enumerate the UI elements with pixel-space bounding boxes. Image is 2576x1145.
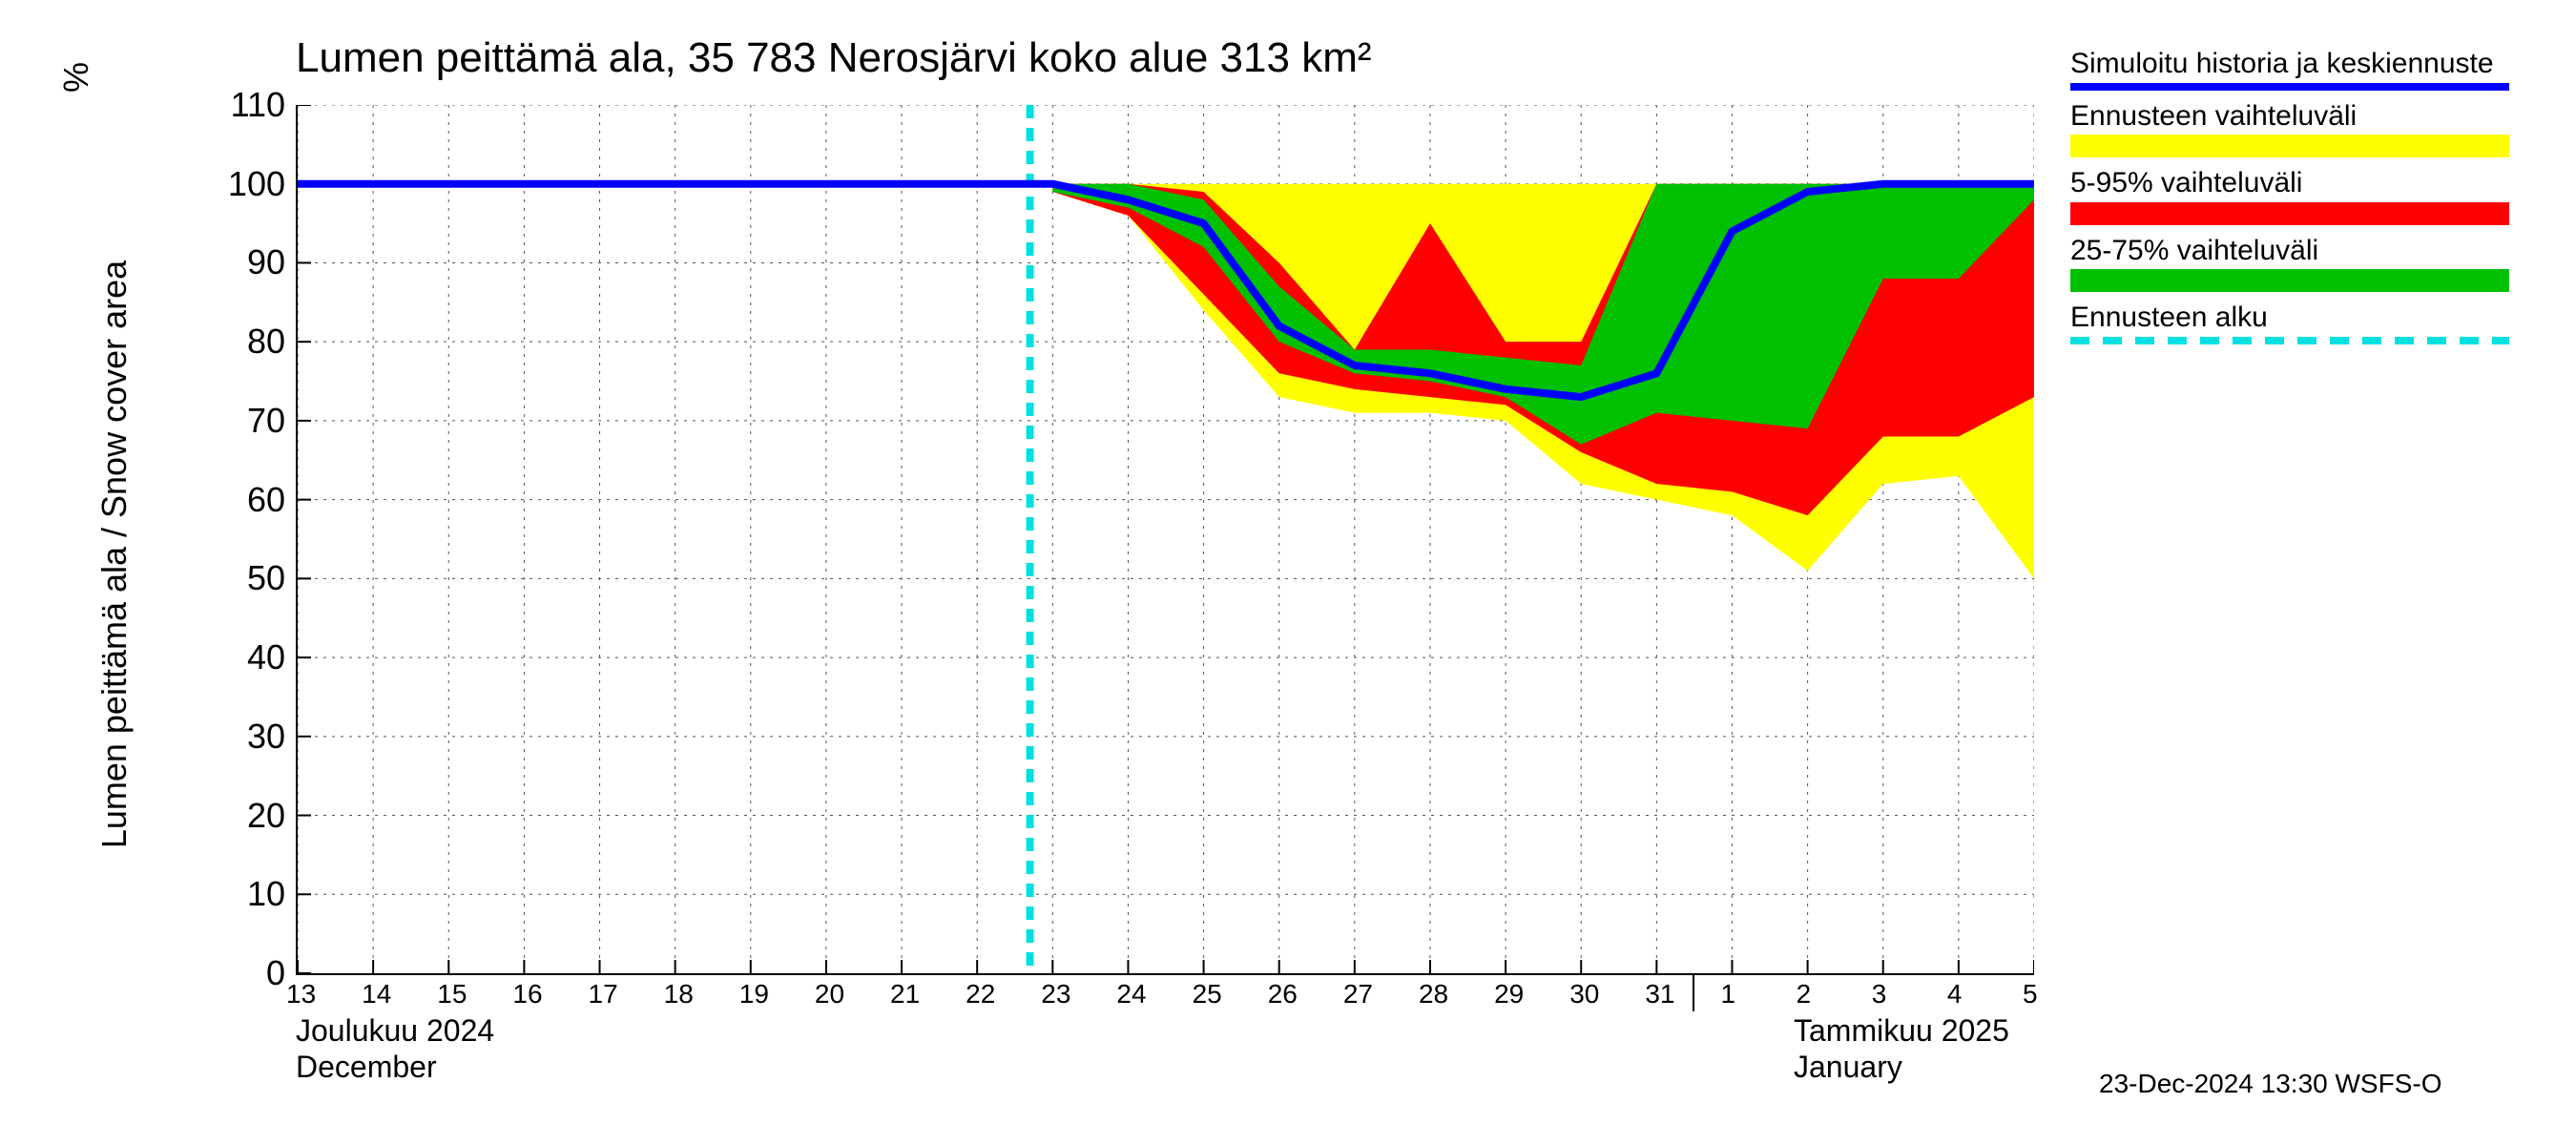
x-tick-21: 21 (890, 979, 920, 1010)
y-tick-20: 20 (9, 796, 285, 836)
y-tick-110: 110 (9, 85, 285, 125)
legend-swatch-cyan (2070, 337, 2509, 344)
x-tick-17: 17 (589, 979, 618, 1010)
x-tick-20: 20 (815, 979, 844, 1010)
footer-timestamp: 23-Dec-2024 13:30 WSFS-O (2099, 1069, 2442, 1099)
legend: Simuloitu historia ja keskiennuste Ennus… (2070, 48, 2547, 354)
y-tick-80: 80 (9, 322, 285, 362)
legend-item-sim: Simuloitu historia ja keskiennuste (2070, 48, 2547, 91)
y-tick-0: 0 (9, 953, 285, 993)
x-tick-31: 31 (1645, 979, 1674, 1010)
y-tick-30: 30 (9, 717, 285, 757)
legend-swatch-blue (2070, 83, 2509, 91)
x-tick-26: 26 (1268, 979, 1298, 1010)
x-tick-4: 4 (1947, 979, 1963, 1010)
x-tick-16: 16 (512, 979, 542, 1010)
legend-swatch-green (2070, 269, 2509, 292)
x-tick-1: 1 (1720, 979, 1735, 1010)
y-tick-90: 90 (9, 242, 285, 282)
y-tick-60: 60 (9, 480, 285, 520)
x-tick-15: 15 (437, 979, 467, 1010)
legend-label-full: Ennusteen vaihteluväli (2070, 100, 2547, 134)
legend-label-start: Ennusteen alku (2070, 302, 2547, 335)
x-tick-22: 22 (966, 979, 995, 1010)
month-separator (1693, 973, 1694, 1011)
month-jan-fi: Tammikuu 2025 (1794, 1013, 2009, 1049)
x-tick-30: 30 (1569, 979, 1599, 1010)
month-jan-en: January (1794, 1050, 1902, 1085)
month-dec-fi: Joulukuu 2024 (296, 1013, 494, 1049)
y-tick-100: 100 (9, 164, 285, 204)
y-tick-labels: 0102030405060708090100110 (0, 105, 286, 973)
x-tick-25: 25 (1193, 979, 1222, 1010)
legend-item-p90: 5-95% vaihteluväli (2070, 167, 2547, 225)
x-tick-3: 3 (1872, 979, 1887, 1010)
legend-swatch-red (2070, 202, 2509, 225)
month-dec-en: December (296, 1050, 437, 1085)
x-tick-5: 5 (2023, 979, 2038, 1010)
chart-svg (298, 105, 2034, 973)
x-tick-27: 27 (1343, 979, 1373, 1010)
x-tick-labels: 1314151617181920212223242526272829303112… (296, 973, 2032, 1021)
x-tick-24: 24 (1116, 979, 1146, 1010)
legend-label-sim: Simuloitu historia ja keskiennuste (2070, 48, 2547, 81)
y-tick-70: 70 (9, 401, 285, 441)
y-tick-50: 50 (9, 558, 285, 598)
legend-item-full: Ennusteen vaihteluväli (2070, 100, 2547, 158)
x-tick-2: 2 (1797, 979, 1812, 1010)
legend-label-p50: 25-75% vaihteluväli (2070, 235, 2547, 268)
x-tick-14: 14 (362, 979, 391, 1010)
x-tick-29: 29 (1494, 979, 1524, 1010)
x-tick-23: 23 (1041, 979, 1070, 1010)
legend-item-start: Ennusteen alku (2070, 302, 2547, 344)
y-tick-10: 10 (9, 874, 285, 914)
plot-area (296, 105, 2034, 975)
y-tick-40: 40 (9, 637, 285, 677)
legend-label-p90: 5-95% vaihteluväli (2070, 167, 2547, 200)
x-tick-13: 13 (286, 979, 316, 1010)
x-tick-19: 19 (739, 979, 769, 1010)
chart-title: Lumen peittämä ala, 35 783 Nerosjärvi ko… (296, 34, 1372, 82)
legend-swatch-yellow (2070, 135, 2509, 157)
legend-item-p50: 25-75% vaihteluväli (2070, 235, 2547, 293)
x-tick-28: 28 (1419, 979, 1448, 1010)
x-tick-18: 18 (664, 979, 694, 1010)
